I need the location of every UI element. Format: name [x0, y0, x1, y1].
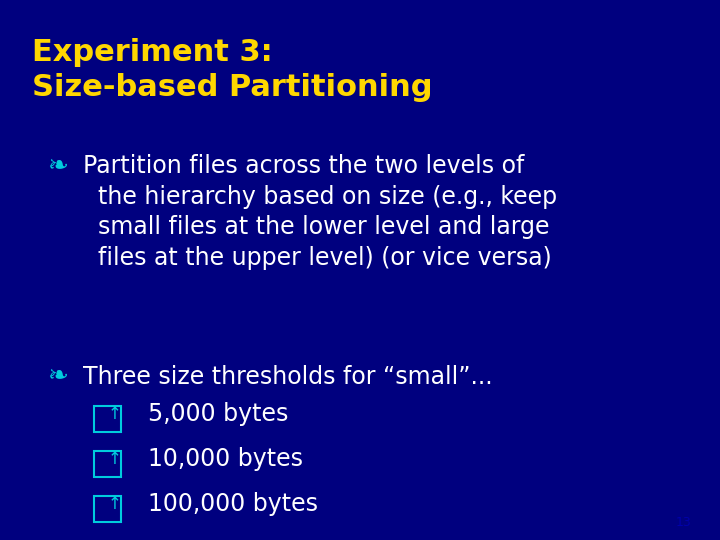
Text: 10,000 bytes: 10,000 bytes: [148, 447, 302, 471]
Text: ↑: ↑: [107, 495, 121, 512]
Text: ❧: ❧: [47, 364, 68, 388]
Text: 5,000 bytes: 5,000 bytes: [148, 402, 288, 426]
Text: Three size thresholds for “small”...: Three size thresholds for “small”...: [83, 364, 492, 388]
Text: Experiment 3:
Size-based Partitioning: Experiment 3: Size-based Partitioning: [32, 38, 433, 102]
FancyBboxPatch shape: [94, 406, 121, 432]
Text: ↑: ↑: [107, 450, 121, 468]
FancyBboxPatch shape: [94, 451, 121, 477]
Text: Partition files across the two levels of
  the hierarchy based on size (e.g., ke: Partition files across the two levels of…: [83, 154, 557, 270]
Text: ❧: ❧: [47, 154, 68, 178]
FancyBboxPatch shape: [94, 496, 121, 522]
Text: 100,000 bytes: 100,000 bytes: [148, 492, 318, 516]
Text: ↑: ↑: [107, 405, 121, 423]
Text: 13: 13: [675, 516, 691, 529]
